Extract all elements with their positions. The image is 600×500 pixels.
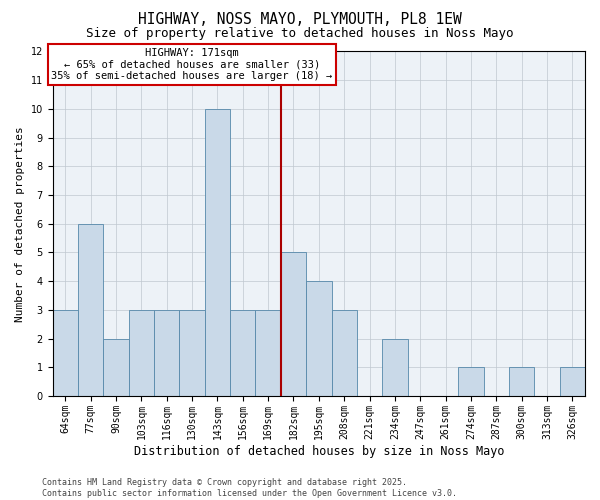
Bar bbox=[53, 310, 78, 396]
Bar bbox=[509, 368, 535, 396]
Bar bbox=[332, 310, 357, 396]
Bar bbox=[179, 310, 205, 396]
Bar bbox=[154, 310, 179, 396]
Bar bbox=[382, 338, 407, 396]
Bar bbox=[458, 368, 484, 396]
Bar bbox=[129, 310, 154, 396]
Y-axis label: Number of detached properties: Number of detached properties bbox=[15, 126, 25, 322]
Text: HIGHWAY, NOSS MAYO, PLYMOUTH, PL8 1EW: HIGHWAY, NOSS MAYO, PLYMOUTH, PL8 1EW bbox=[138, 12, 462, 28]
Bar bbox=[78, 224, 103, 396]
Bar bbox=[560, 368, 585, 396]
Text: Size of property relative to detached houses in Noss Mayo: Size of property relative to detached ho… bbox=[86, 28, 514, 40]
Bar bbox=[230, 310, 256, 396]
Text: HIGHWAY: 171sqm
← 65% of detached houses are smaller (33)
35% of semi-detached h: HIGHWAY: 171sqm ← 65% of detached houses… bbox=[52, 48, 333, 81]
Text: Contains HM Land Registry data © Crown copyright and database right 2025.
Contai: Contains HM Land Registry data © Crown c… bbox=[42, 478, 457, 498]
Bar bbox=[205, 109, 230, 396]
Bar bbox=[103, 338, 129, 396]
Bar bbox=[281, 252, 306, 396]
X-axis label: Distribution of detached houses by size in Noss Mayo: Distribution of detached houses by size … bbox=[134, 444, 504, 458]
Bar bbox=[256, 310, 281, 396]
Bar bbox=[306, 281, 332, 396]
